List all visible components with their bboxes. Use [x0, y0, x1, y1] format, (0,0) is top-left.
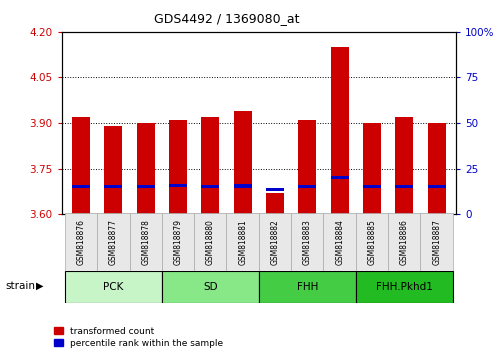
Text: GSM818883: GSM818883 [303, 219, 312, 265]
Bar [65, 271, 162, 303]
Bar [395, 117, 413, 214]
Bar [266, 193, 284, 214]
Bar [259, 213, 291, 271]
Text: GSM818878: GSM818878 [141, 219, 150, 265]
Bar [266, 188, 284, 192]
Bar [162, 271, 259, 303]
Bar [291, 213, 323, 271]
Legend: transformed count, percentile rank within the sample: transformed count, percentile rank withi… [54, 327, 223, 348]
Bar [363, 123, 381, 214]
Bar [363, 185, 381, 188]
Bar [162, 213, 194, 271]
Bar [137, 123, 155, 214]
Text: GSM818882: GSM818882 [271, 219, 280, 265]
Text: GDS4492 / 1369080_at: GDS4492 / 1369080_at [154, 12, 300, 25]
Text: GSM818876: GSM818876 [76, 219, 85, 265]
Bar [331, 176, 349, 179]
Bar [72, 117, 90, 214]
Text: GSM818880: GSM818880 [206, 219, 215, 265]
Bar [323, 213, 356, 271]
Text: GSM818884: GSM818884 [335, 219, 344, 265]
Text: strain: strain [6, 281, 36, 291]
Bar [395, 185, 413, 188]
Bar [356, 271, 453, 303]
Text: GSM818885: GSM818885 [367, 219, 377, 265]
Bar [226, 213, 259, 271]
Bar [356, 213, 388, 271]
Bar [421, 213, 453, 271]
Bar [137, 185, 155, 188]
Bar [194, 213, 226, 271]
Bar [428, 185, 446, 188]
Bar [169, 120, 187, 214]
Bar [234, 111, 251, 214]
Text: SD: SD [203, 282, 217, 292]
Bar [65, 213, 97, 271]
Bar [259, 271, 356, 303]
Bar [202, 185, 219, 188]
Text: GSM818886: GSM818886 [400, 219, 409, 265]
Bar [388, 213, 421, 271]
Bar [428, 123, 446, 214]
Bar [97, 213, 130, 271]
Text: FHH: FHH [297, 282, 318, 292]
Bar [169, 184, 187, 187]
Bar [105, 185, 122, 188]
Text: FHH.Pkhd1: FHH.Pkhd1 [376, 282, 433, 292]
Bar [130, 213, 162, 271]
Bar [202, 117, 219, 214]
Text: PCK: PCK [103, 282, 124, 292]
Bar [298, 120, 316, 214]
Text: GSM818879: GSM818879 [174, 219, 182, 265]
Bar [298, 185, 316, 188]
Bar [72, 185, 90, 188]
Bar [331, 47, 349, 214]
Text: GSM818887: GSM818887 [432, 219, 441, 265]
Bar [105, 126, 122, 214]
Bar [234, 184, 251, 188]
Text: ▶: ▶ [35, 281, 43, 291]
Text: GSM818877: GSM818877 [109, 219, 118, 265]
Text: GSM818881: GSM818881 [238, 219, 247, 265]
